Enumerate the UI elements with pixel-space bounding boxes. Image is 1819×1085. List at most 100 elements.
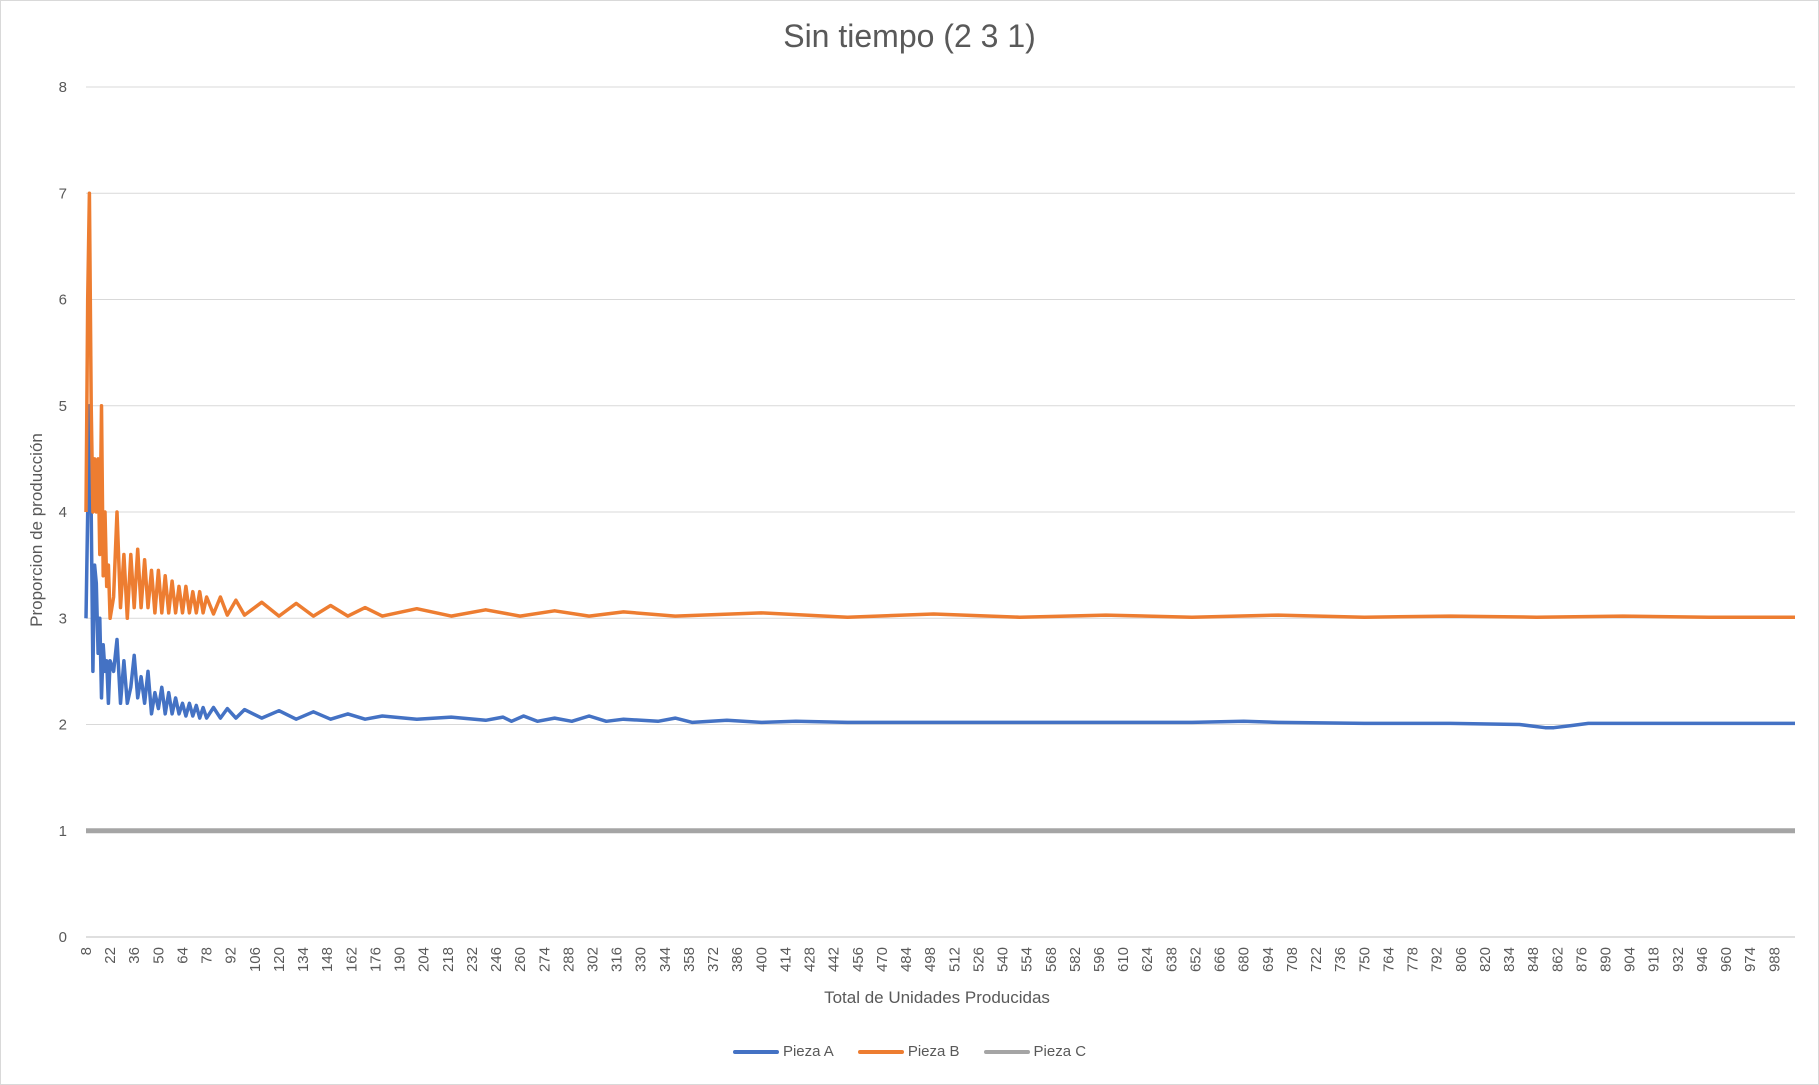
x-axis-ticks: 8 22 36 50 64 78 92 106 120 134 148 162 176 190 204 218…: [78, 947, 1783, 972]
x-tick-label: 50: [150, 947, 167, 964]
x-axis-title: Total de Unidades Producidas: [824, 988, 1050, 1007]
x-tick-label: 302: [584, 947, 601, 972]
x-tick-label: 470: [874, 947, 891, 972]
x-tick-label: 372: [705, 947, 722, 972]
x-tick-label: 330: [633, 947, 650, 972]
x-tick-label: 274: [536, 947, 553, 972]
x-tick-label: 64: [174, 947, 191, 964]
x-tick-label: 232: [464, 947, 481, 972]
x-tick-label: 750: [1356, 947, 1373, 972]
y-tick-label: 3: [59, 610, 67, 627]
x-tick-label: 162: [343, 947, 360, 972]
x-tick-label: 36: [126, 947, 143, 964]
x-tick-label: 148: [319, 947, 336, 972]
x-tick-label: 554: [1019, 947, 1036, 972]
x-tick-label: 876: [1573, 947, 1590, 972]
y-axis-ticks: 0 1 2 3 4 5 6 7 8: [59, 79, 67, 946]
x-tick-label: 834: [1501, 947, 1518, 972]
x-tick-label: 246: [488, 947, 505, 972]
x-tick-label: 778: [1405, 947, 1422, 972]
x-tick-label: 92: [223, 947, 240, 964]
x-tick-label: 204: [416, 947, 433, 972]
gridlines: [86, 86, 1795, 938]
legend: Pieza A Pieza B Pieza C: [0, 1043, 1819, 1060]
x-tick-label: 806: [1453, 947, 1470, 972]
x-tick-label: 666: [1212, 947, 1229, 972]
x-tick-label: 596: [1091, 947, 1108, 972]
x-tick-label: 694: [1260, 947, 1277, 972]
x-tick-label: 260: [512, 947, 529, 972]
x-tick-label: 582: [1067, 947, 1084, 972]
x-tick-label: 708: [1284, 947, 1301, 972]
x-tick-label: 386: [729, 947, 746, 972]
chart-title: Sin tiempo (2 3 1): [783, 18, 1036, 54]
x-tick-label: 78: [199, 947, 216, 964]
x-tick-label: 568: [1043, 947, 1060, 972]
x-tick-label: 512: [946, 947, 963, 972]
x-tick-label: 988: [1766, 947, 1783, 972]
x-tick-label: 498: [922, 947, 939, 972]
x-tick-label: 456: [850, 947, 867, 972]
x-tick-label: 974: [1742, 947, 1759, 972]
x-tick-label: 736: [1332, 947, 1349, 972]
x-tick-label: 400: [753, 947, 770, 972]
x-tick-label: 176: [367, 947, 384, 972]
y-tick-label: 0: [59, 929, 67, 946]
x-tick-label: 610: [1115, 947, 1132, 972]
x-tick-label: 862: [1549, 947, 1566, 972]
x-tick-label: 638: [1163, 947, 1180, 972]
x-tick-label: 764: [1380, 947, 1397, 972]
legend-swatch: [983, 1049, 1030, 1054]
y-tick-label: 4: [59, 504, 67, 521]
x-tick-label: 960: [1718, 947, 1735, 972]
x-tick-label: 904: [1622, 947, 1639, 972]
x-tick-label: 820: [1477, 947, 1494, 972]
x-tick-label: 134: [295, 947, 312, 972]
legend-label: Pieza C: [1033, 1043, 1087, 1060]
y-axis-title: Proporcion de producción: [27, 433, 46, 627]
x-tick-label: 190: [392, 947, 409, 972]
x-tick-label: 624: [1139, 947, 1156, 972]
y-tick-label: 5: [59, 398, 67, 415]
y-tick-label: 7: [59, 185, 67, 202]
x-tick-label: 652: [1187, 947, 1204, 972]
x-tick-label: 414: [777, 947, 794, 972]
x-tick-label: 218: [440, 947, 457, 972]
x-tick-label: 680: [1236, 947, 1253, 972]
x-tick-label: 722: [1308, 947, 1325, 972]
x-tick-label: 890: [1597, 947, 1614, 972]
series-lines: [84, 191, 1795, 834]
x-tick-label: 792: [1429, 947, 1446, 972]
x-tick-label: 932: [1670, 947, 1687, 972]
x-tick-label: 918: [1646, 947, 1663, 972]
x-tick-label: 8: [78, 947, 95, 955]
legend-label: Pieza B: [907, 1043, 960, 1060]
x-tick-label: 120: [271, 947, 288, 972]
series-line-pieza-a: [84, 404, 1795, 730]
x-tick-label: 484: [898, 947, 915, 972]
x-tick-label: 526: [970, 947, 987, 972]
x-tick-label: 106: [247, 947, 264, 972]
x-tick-label: 288: [560, 947, 577, 972]
legend-swatch: [732, 1049, 779, 1054]
y-tick-label: 8: [59, 79, 67, 96]
legend-item: Pieza C: [983, 1043, 1087, 1060]
series-line-pieza-b: [84, 191, 1795, 621]
y-tick-label: 6: [59, 292, 67, 309]
y-tick-label: 2: [59, 717, 67, 734]
legend-item: Pieza B: [857, 1043, 960, 1060]
x-tick-label: 946: [1694, 947, 1711, 972]
x-tick-label: 848: [1525, 947, 1542, 972]
y-tick-label: 1: [59, 823, 67, 840]
x-tick-label: 428: [802, 947, 819, 972]
legend-label: Pieza A: [782, 1043, 834, 1060]
x-tick-label: 22: [102, 947, 119, 964]
legend-item: Pieza A: [732, 1043, 834, 1060]
x-tick-label: 540: [995, 947, 1012, 972]
x-tick-label: 316: [609, 947, 626, 972]
x-tick-label: 358: [681, 947, 698, 972]
legend-swatch: [857, 1049, 904, 1054]
x-tick-label: 442: [826, 947, 843, 972]
